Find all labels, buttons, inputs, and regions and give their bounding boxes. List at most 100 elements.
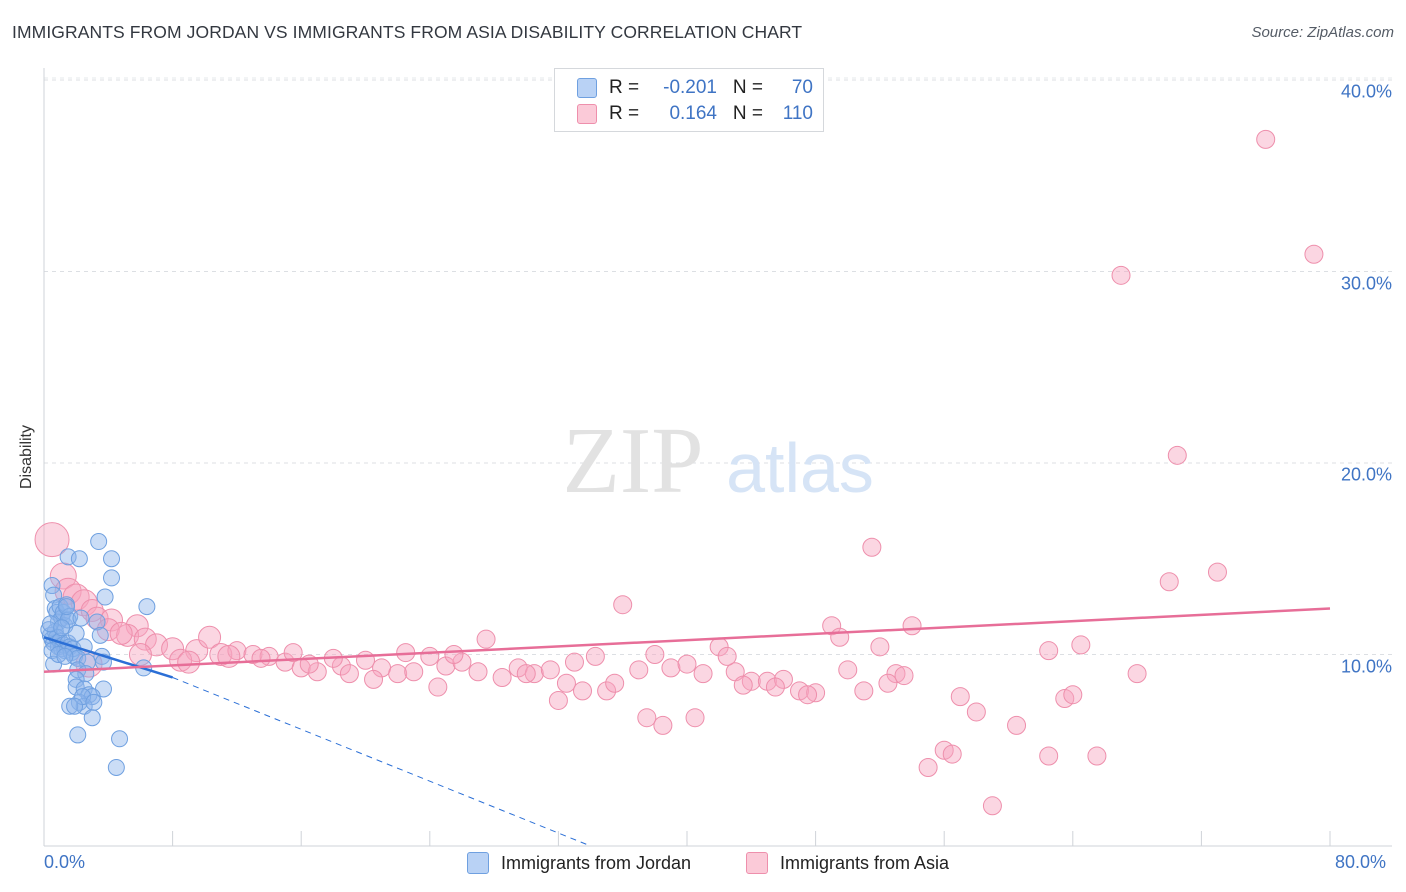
point-jordan [83,709,101,727]
point-asia [1127,664,1147,684]
chart-title: IMMIGRANTS FROM JORDAN VS IMMIGRANTS FRO… [12,22,803,42]
point-asia [556,673,576,693]
point-asia [436,656,456,676]
point-asia [364,669,384,689]
point-asia [838,660,858,680]
point-asia [468,662,488,682]
point-asia [629,660,649,680]
point-asia [693,664,713,684]
axes [43,68,1392,847]
point-asia [1087,746,1107,766]
point-asia [198,625,222,649]
point-jordan [107,758,125,776]
point-asia [452,652,472,672]
legend-r-value: -0.201 [663,77,717,98]
point-asia [1063,685,1083,705]
point-asia [1304,244,1324,264]
point-jordan [61,697,79,715]
series-asia-points [34,129,1324,816]
point-asia [765,677,785,697]
point-asia [1207,562,1227,582]
point-jordan [111,730,129,748]
point-asia [878,673,898,693]
point-asia [420,646,440,666]
series-jordan-points [40,533,156,776]
point-jordan [58,598,76,616]
point-asia [822,616,842,636]
point-jordan [70,550,88,568]
point-asia [209,643,233,666]
point-asia [1039,746,1059,766]
legend-n-value: 70 [791,77,813,98]
y-tick-label: 40.0% [1340,81,1392,102]
bottom-legend-swatch-asia [746,852,768,874]
point-asia [830,627,850,647]
watermark-zip: ZIP [563,409,704,513]
point-asia [540,660,560,680]
point-asia [677,654,697,674]
legend-swatch-asia [577,104,597,124]
x-tick-max: 80.0% [1335,852,1387,872]
point-jordan [90,533,108,551]
legend-r-label: R = [609,103,640,124]
point-asia [564,652,584,672]
point-asia [251,648,271,668]
point-asia [585,646,605,666]
point-jordan [56,647,74,665]
bottom-legend-label-jordan: Immigrants from Jordan [501,852,692,873]
point-asia [886,664,906,684]
legend-row-jordan: R = -0.201 N = 70 [577,76,813,100]
point-asia [573,681,593,701]
point-asia [1256,129,1276,149]
legend-n-label: N = [732,103,763,124]
point-jordan [91,626,109,644]
point-asia [161,637,185,661]
correlation-legend: R = -0.201 N = 70 R = 0.164 N = 110 [554,68,824,132]
point-asia [307,662,327,682]
y-tick-label: 10.0% [1340,656,1392,676]
point-asia [645,645,665,664]
point-asia [548,690,568,710]
point-jordan [69,726,87,744]
point-asia [1039,641,1059,661]
point-jordan [96,588,114,606]
point-asia [492,667,512,687]
point-asia [388,664,408,684]
point-asia [1111,265,1131,285]
point-asia [476,629,496,649]
point-asia [950,687,970,707]
point-asia [798,685,818,705]
point-asia [339,664,359,684]
point-asia [942,744,962,764]
point-asia [524,664,544,684]
source-label: Source: ZipAtlas.com [1251,24,1394,41]
point-jordan [72,609,90,627]
point-asia [283,643,303,663]
point-jordan [103,569,121,587]
point-asia [862,537,882,557]
point-jordan [41,615,59,633]
point-asia [966,702,986,722]
y-tick-label: 20.0% [1340,464,1392,485]
legend-n-label: N = [732,77,763,98]
point-asia [605,673,625,693]
point-asia [870,637,890,657]
point-asia [597,681,617,701]
point-asia [428,677,448,697]
point-asia [854,681,874,701]
point-asia [806,683,826,703]
y-tick-label: 30.0% [1340,273,1392,293]
point-jordan [85,693,103,711]
point-asia [109,621,133,645]
point-asia [918,757,938,777]
point-asia [902,616,922,636]
x-tick-min: 0.0% [44,852,86,872]
trend-jordan-extrapolated [172,677,591,847]
trend-lines [43,607,1331,847]
trend-jordan [43,636,173,679]
point-jordan [88,613,106,631]
point-asia [637,708,657,728]
point-asia [653,715,673,735]
bottom-legend-jordan: Immigrants from Jordan [467,852,691,874]
